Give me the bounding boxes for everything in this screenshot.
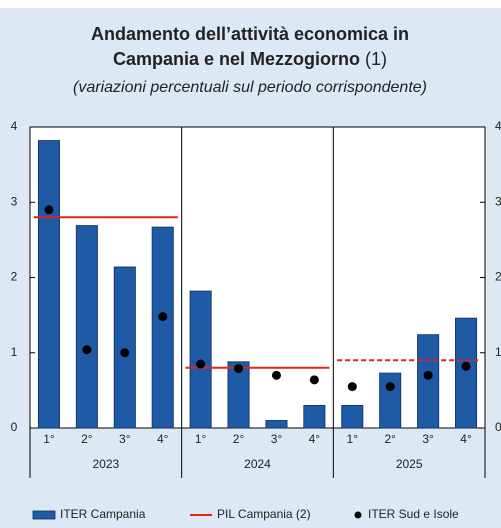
dot — [120, 348, 130, 358]
dot — [158, 312, 168, 322]
x-tick-label: 2° — [81, 432, 93, 446]
top-strip — [0, 0, 501, 8]
bar — [379, 372, 402, 429]
y2-tick-label: 3 — [495, 194, 501, 208]
bar — [151, 226, 174, 429]
dot — [82, 345, 92, 355]
bar — [37, 140, 60, 429]
y-tick-label: 3 — [11, 194, 18, 208]
dot — [234, 364, 244, 374]
plot-area — [29, 126, 486, 429]
x-tick-label: 1° — [195, 432, 207, 446]
bar — [113, 266, 136, 429]
bar — [303, 405, 326, 429]
group-label: 2025 — [396, 457, 423, 471]
y-tick-label: 4 — [11, 119, 18, 133]
dot — [347, 382, 357, 392]
x-tick-label: 1° — [43, 432, 55, 446]
chart-subtitle: (variazioni percentuali sul periodo corr… — [73, 79, 427, 96]
x-tick-label: 2° — [233, 432, 245, 446]
y2-tick-label: 4 — [495, 119, 501, 133]
bar — [341, 405, 364, 429]
group-label: 2024 — [244, 457, 271, 471]
x-tick-label: 4° — [157, 432, 169, 446]
bar — [227, 361, 250, 429]
dot — [423, 370, 433, 380]
y-tick-label: 0 — [11, 420, 18, 434]
x-tick-label: 3° — [271, 432, 283, 446]
y-tick-label: 2 — [11, 270, 18, 284]
title-note: (1) — [365, 49, 387, 69]
dot — [196, 359, 206, 369]
dot — [309, 375, 319, 385]
title-line: Campania e nel Mezzogiorno — [113, 49, 360, 69]
x-tick-label: 1° — [347, 432, 359, 446]
y2-tick-label: 1 — [495, 345, 501, 359]
dot — [271, 370, 281, 380]
group-label: 2023 — [92, 457, 119, 471]
x-tick-label: 3° — [422, 432, 434, 446]
dot — [44, 205, 54, 215]
bar — [75, 225, 98, 429]
x-tick-label: 2° — [384, 432, 396, 446]
legend-label: ITER Campania — [60, 507, 146, 521]
x-tick-label: 3° — [119, 432, 131, 446]
y2-tick-label: 0 — [495, 420, 501, 434]
bar — [455, 317, 478, 429]
bar — [265, 420, 288, 429]
dot — [461, 361, 471, 371]
x-tick-label: 4° — [309, 432, 321, 446]
x-tick-label: 4° — [460, 432, 472, 446]
legend-swatch — [32, 510, 56, 520]
legend-label: ITER Sud e Isole — [368, 507, 459, 521]
y2-tick-label: 2 — [495, 270, 501, 284]
chart-title: Campania e nel Mezzogiorno (1) — [113, 49, 387, 69]
bar — [417, 334, 440, 429]
y-tick-label: 1 — [11, 345, 18, 359]
bar — [189, 290, 212, 429]
legend-label: PIL Campania (2) — [217, 507, 311, 521]
dot — [385, 382, 395, 392]
chart-title: Andamento dell’attività economica in — [91, 24, 409, 44]
legend-swatch — [354, 511, 362, 519]
